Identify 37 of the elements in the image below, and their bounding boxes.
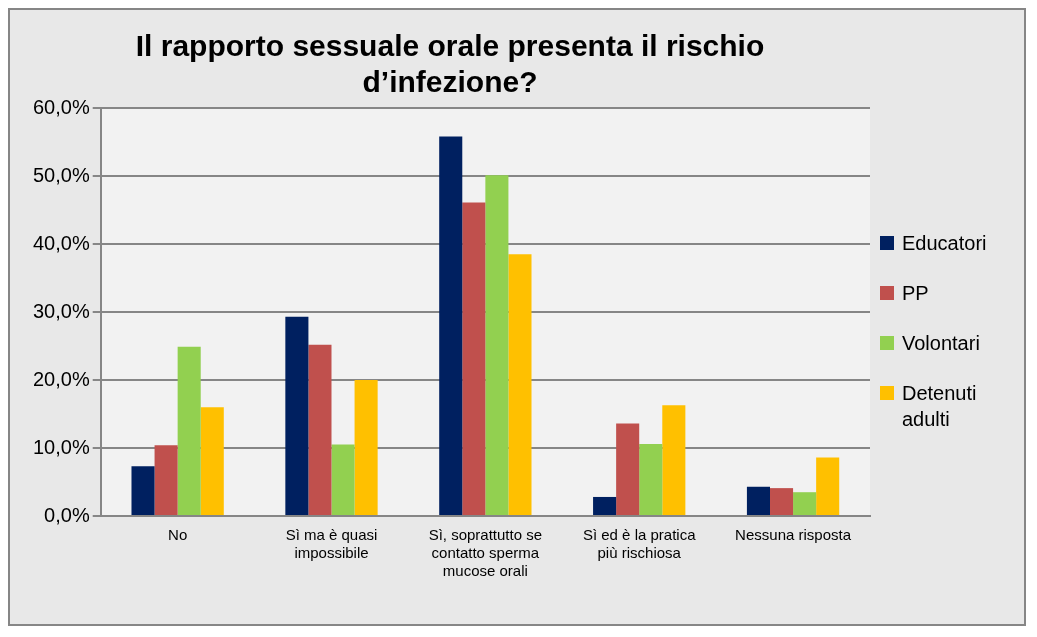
bar bbox=[200, 407, 224, 515]
bar bbox=[746, 486, 770, 515]
y-tick-label: 60,0% bbox=[32, 95, 90, 118]
y-tick-label: 0,0% bbox=[44, 503, 90, 526]
bar bbox=[331, 444, 355, 515]
bar bbox=[354, 380, 378, 515]
bar bbox=[485, 175, 509, 515]
bar bbox=[308, 344, 332, 515]
bar bbox=[285, 316, 309, 515]
bar bbox=[593, 496, 617, 515]
bar bbox=[616, 423, 640, 515]
bar bbox=[177, 346, 201, 515]
bar bbox=[816, 457, 840, 515]
x-tick-label: Sì ed è la pratica più rischiosa bbox=[582, 526, 697, 562]
bar bbox=[439, 136, 463, 515]
chart-title: Il rapporto sessuale orale presenta il rischio d’infezione? bbox=[135, 29, 765, 99]
x-tick-label: Nessuna risposta bbox=[735, 526, 852, 544]
y-tick-label: 50,0% bbox=[32, 163, 90, 186]
legend-label: PP bbox=[902, 281, 929, 306]
x-tick-label: Sì ma è quasi impossibile bbox=[285, 526, 378, 562]
x-tick-label: Sì, soprattutto se contatto sperma mucose orali bbox=[428, 526, 543, 580]
bar bbox=[662, 405, 686, 515]
legend-label: Educatori bbox=[902, 231, 987, 256]
y-tick-label: 30,0% bbox=[32, 299, 90, 322]
bar bbox=[462, 202, 486, 515]
bar bbox=[508, 254, 532, 515]
y-tick-label: 40,0% bbox=[32, 231, 90, 254]
bar bbox=[639, 443, 663, 515]
bar bbox=[154, 445, 178, 515]
y-tick-label: 20,0% bbox=[32, 367, 90, 390]
bar bbox=[793, 492, 817, 515]
legend-label: Detenuti adulti bbox=[902, 381, 978, 432]
bar bbox=[131, 466, 155, 515]
x-tick-label: No bbox=[168, 526, 188, 544]
bar bbox=[769, 488, 794, 515]
y-tick-label: 10,0% bbox=[32, 435, 90, 458]
legend-label: Volontari bbox=[902, 331, 980, 356]
